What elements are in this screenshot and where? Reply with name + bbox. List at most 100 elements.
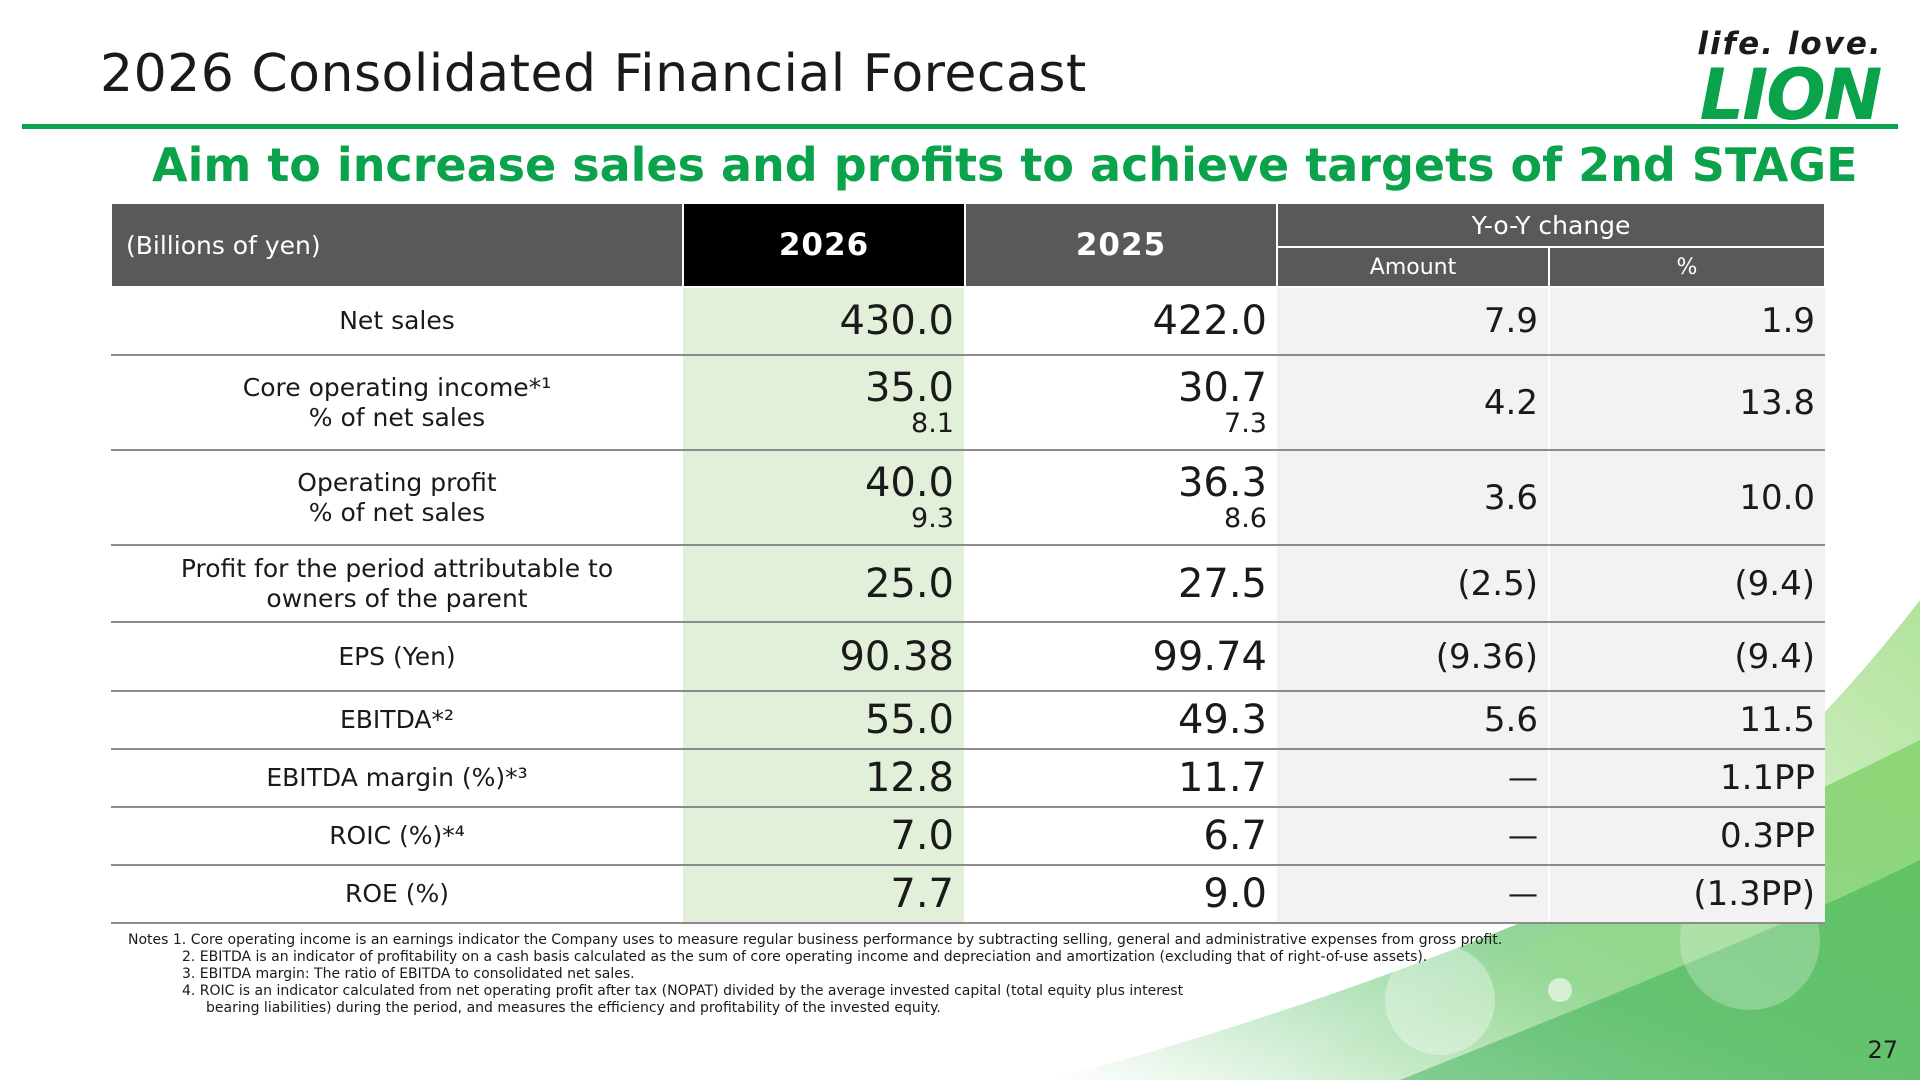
yoy-amount-value: 7.9 — [1483, 301, 1538, 341]
value-2026-main: 430.0 — [839, 298, 954, 344]
yoy-amount-value: — — [1508, 818, 1538, 854]
value-2025-main: 9.0 — [1203, 871, 1267, 917]
logo-tagline: life. love. — [1697, 26, 1883, 62]
yoy-percent: 13.8 — [1549, 355, 1826, 451]
yoy-amount-value: (2.5) — [1457, 563, 1538, 604]
value-2026: 12.8 — [683, 749, 966, 808]
yoy-amount-value: (9.36) — [1435, 636, 1538, 677]
footnote-2: 2. EBITDA is an indicator of profitabili… — [182, 949, 1428, 965]
value-2025: 49.3 — [965, 691, 1277, 750]
row-label-line: ROIC (%)*⁴ — [329, 821, 465, 850]
table-row-profit-attributable: Profit for the period attributable to ow… — [111, 545, 1826, 623]
value-2025-main: 27.5 — [1177, 560, 1267, 607]
yoy-percent-value: 13.8 — [1739, 382, 1816, 423]
page-title: 2026 Consolidated Financial Forecast — [100, 44, 1087, 104]
footnote-4-continued: bearing liabilities) during the period, … — [206, 1000, 941, 1016]
value-2026-main: 7.0 — [890, 813, 954, 859]
value-2026-ratio: 9.3 — [911, 502, 954, 534]
value-2025: 99.74 — [965, 622, 1277, 692]
table-row-operating-profit: Operating profit % of net sales 40.0 9.3… — [111, 450, 1826, 546]
yoy-amount: — — [1277, 807, 1550, 866]
row-label: EBITDA*² — [111, 691, 683, 750]
yoy-percent-value: (9.4) — [1734, 636, 1816, 677]
yoy-amount-value: — — [1508, 876, 1538, 912]
table-row-ebitda-margin: EBITDA margin (%)*³ 12.8 11.7 — 1.1PP — [111, 749, 1826, 808]
value-2026: 55.0 — [683, 691, 966, 750]
value-2025-main: 99.74 — [1152, 633, 1267, 680]
page-number: 27 — [1867, 1036, 1898, 1064]
row-label: Profit for the period attributable to ow… — [111, 545, 683, 623]
yoy-percent: 1.1PP — [1549, 749, 1826, 808]
yoy-amount-value: 5.6 — [1483, 700, 1538, 740]
row-label: EPS (Yen) — [111, 622, 683, 692]
footnote-1: Notes 1. Core operating income is an ear… — [128, 932, 1503, 948]
column-header-yoy-change: Y-o-Y change — [1275, 202, 1827, 248]
table-row-core-operating-income: Core operating income*¹ % of net sales 3… — [111, 355, 1826, 451]
value-2026-main: 12.8 — [864, 755, 954, 801]
column-header-2025: 2025 — [964, 202, 1278, 288]
yoy-amount: (2.5) — [1277, 545, 1550, 623]
financial-forecast-table: (Billions of yen) 2026 2025 Y-o-Y change… — [110, 202, 1827, 924]
row-label: Net sales — [111, 287, 683, 356]
table-row-eps: EPS (Yen) 90.38 99.74 (9.36) (9.4) — [111, 622, 1826, 692]
yoy-percent-value: (9.4) — [1734, 563, 1816, 604]
value-2025-main: 11.7 — [1177, 755, 1267, 801]
row-label: Core operating income*¹ % of net sales — [111, 355, 683, 451]
yoy-percent-value: 0.3PP — [1719, 816, 1816, 856]
title-divider — [22, 124, 1898, 129]
value-2026-main: 55.0 — [864, 697, 954, 743]
value-2025-main: 30.7 — [1177, 364, 1267, 411]
value-2025-main: 49.3 — [1177, 697, 1267, 743]
table-row-roic: ROIC (%)*⁴ 7.0 6.7 — 0.3PP — [111, 807, 1826, 866]
yoy-amount: (9.36) — [1277, 622, 1550, 692]
row-label-line: EBITDA*² — [339, 705, 455, 734]
yoy-amount-value: 4.2 — [1483, 382, 1538, 423]
lion-logo: life. love. LION — [1690, 26, 1890, 136]
value-2026: 7.0 — [683, 807, 966, 866]
yoy-percent-value: (1.3PP) — [1693, 874, 1816, 914]
value-2025-main: 422.0 — [1152, 298, 1267, 344]
row-label-line-2: % of net sales — [308, 497, 486, 527]
value-2025: 30.7 7.3 — [965, 355, 1277, 451]
row-label-line: ROE (%) — [344, 879, 450, 908]
yoy-amount: 3.6 — [1277, 450, 1550, 546]
value-2025-ratio: 8.6 — [1224, 502, 1267, 534]
value-2026-main: 7.7 — [890, 871, 954, 917]
table-row-ebitda: EBITDA*² 55.0 49.3 5.6 11.5 — [111, 691, 1826, 750]
yoy-amount-value: — — [1508, 760, 1538, 796]
value-2026: 430.0 — [683, 287, 966, 356]
value-2026: 90.38 — [683, 622, 966, 692]
row-label-line-2: % of net sales — [308, 402, 486, 432]
value-2025-ratio: 7.3 — [1224, 407, 1267, 439]
footnote-3: 3. EBITDA margin: The ratio of EBITDA to… — [182, 966, 635, 982]
row-label: ROIC (%)*⁴ — [111, 807, 683, 866]
yoy-percent: (1.3PP) — [1549, 865, 1826, 924]
row-label: ROE (%) — [111, 865, 683, 924]
row-label-line: EPS (Yen) — [338, 641, 456, 671]
slide-subtitle: Aim to increase sales and profits to ach… — [152, 138, 1858, 192]
row-label-line: Core operating income*¹ — [242, 372, 552, 402]
value-2025: 11.7 — [965, 749, 1277, 808]
footnote-4: 4. ROIC is an indicator calculated from … — [182, 983, 1184, 999]
value-2025: 36.3 8.6 — [965, 450, 1277, 546]
yoy-percent: 1.9 — [1549, 287, 1826, 356]
yoy-amount: 7.9 — [1277, 287, 1550, 356]
yoy-percent: 10.0 — [1549, 450, 1826, 546]
row-label-line: Net sales — [339, 306, 455, 335]
row-label-line: Operating profit — [297, 467, 497, 497]
value-2026-main: 40.0 — [864, 459, 954, 506]
value-2025: 27.5 — [965, 545, 1277, 623]
logo-wordmark: LION — [1699, 54, 1883, 136]
value-2026-ratio: 8.1 — [911, 407, 954, 439]
column-header-percent: % — [1547, 246, 1827, 288]
value-2025: 9.0 — [965, 865, 1277, 924]
value-2026: 40.0 9.3 — [683, 450, 966, 546]
value-2025: 422.0 — [965, 287, 1277, 356]
yoy-amount: — — [1277, 749, 1550, 808]
table-row-roe: ROE (%) 7.7 9.0 — (1.3PP) — [111, 865, 1826, 924]
row-label-line: EBITDA margin (%)*³ — [266, 763, 528, 792]
yoy-percent-value: 1.9 — [1760, 301, 1816, 341]
value-2026-main: 35.0 — [864, 364, 954, 411]
row-label: EBITDA margin (%)*³ — [111, 749, 683, 808]
column-header-2026: 2026 — [682, 202, 966, 288]
